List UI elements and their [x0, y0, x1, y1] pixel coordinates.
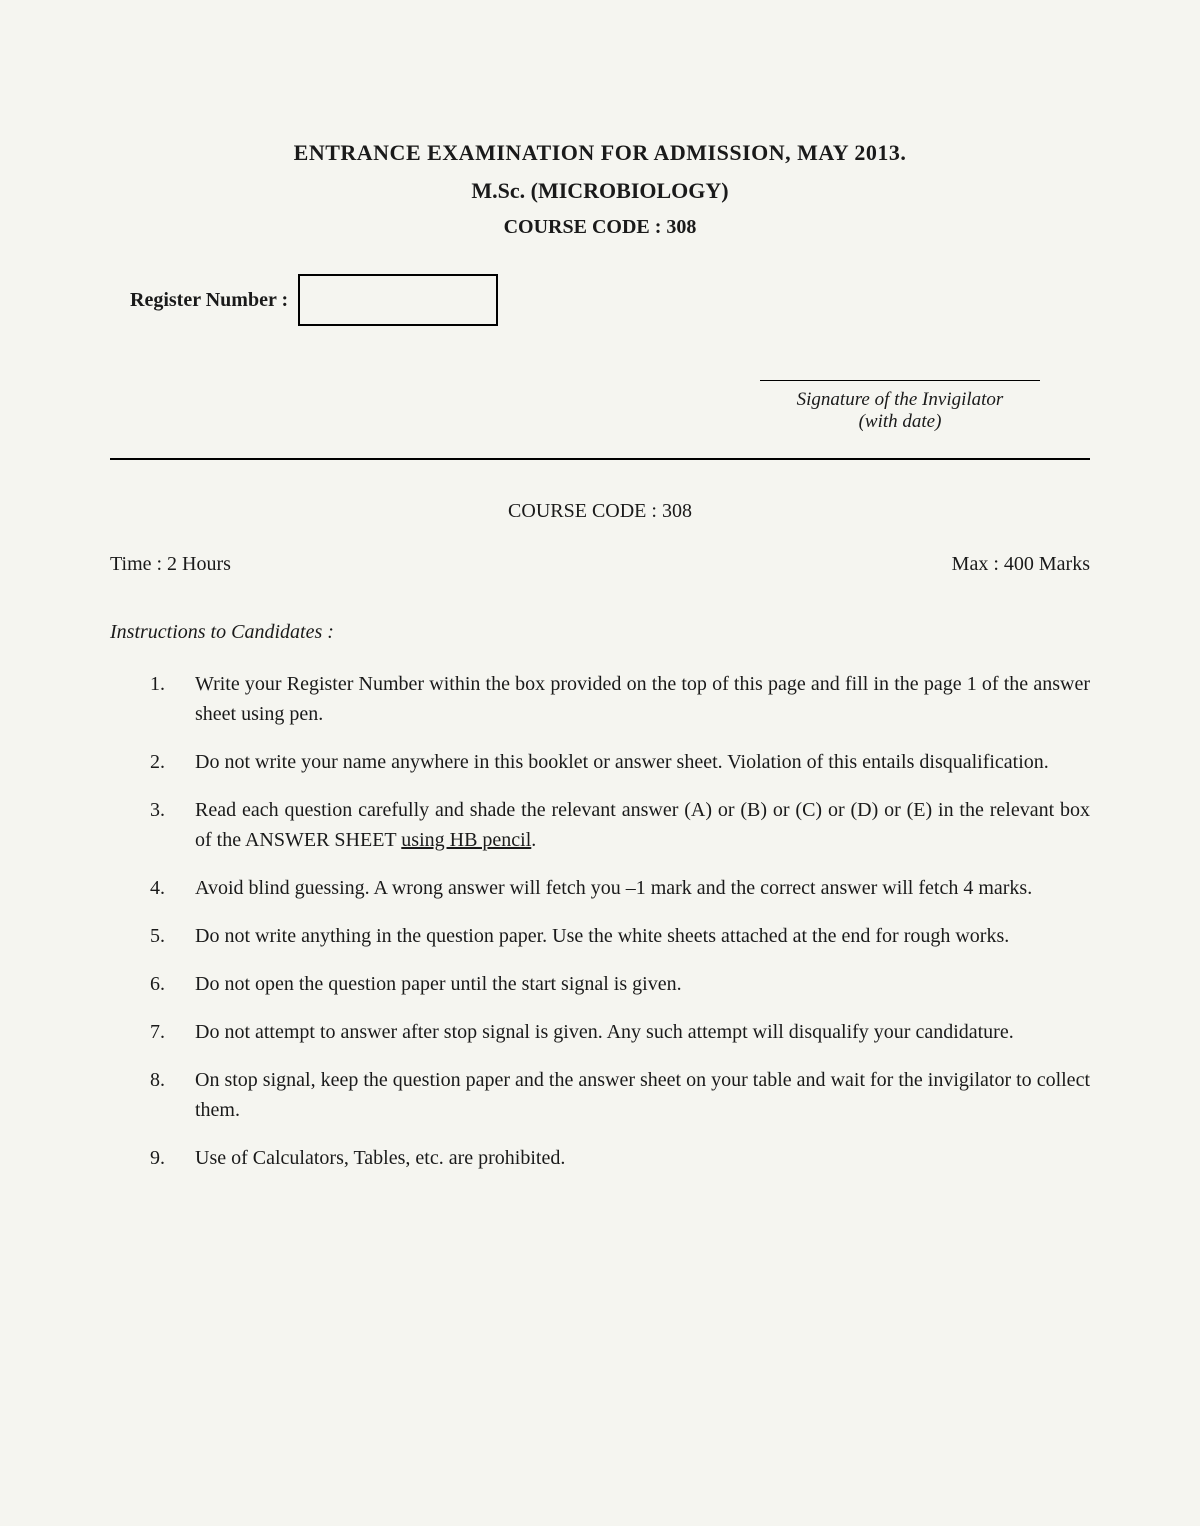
title-line-1: ENTRANCE EXAMINATION FOR ADMISSION, MAY … — [110, 140, 1090, 166]
course-code-middle: COURSE CODE : 308 — [110, 500, 1090, 523]
instruction-text: Do not write your name anywhere in this … — [195, 747, 1090, 777]
title-rest: EXAMINATION FOR ADMISSION, MAY 2013. — [421, 140, 906, 165]
title-line-2: M.Sc. (MICROBIOLOGY) — [110, 178, 1090, 204]
instruction-number: 1. — [150, 669, 195, 729]
signature-text-2: (with date) — [760, 411, 1040, 433]
instruction-number: 8. — [150, 1065, 195, 1125]
signature-area: Signature of the Invigilator (with date) — [110, 371, 1090, 433]
instruction-text-post: . — [531, 829, 536, 851]
instruction-text-underline: using HB pencil — [401, 829, 531, 851]
instruction-text: Write your Register Number within the bo… — [195, 669, 1090, 729]
instruction-number: 6. — [150, 969, 195, 999]
instruction-item: 2. Do not write your name anywhere in th… — [150, 747, 1090, 777]
instruction-text: Read each question carefully and shade t… — [195, 795, 1090, 855]
instruction-item: 4. Avoid blind guessing. A wrong answer … — [150, 873, 1090, 903]
instruction-item: 7. Do not attempt to answer after stop s… — [150, 1017, 1090, 1047]
instruction-item: 5. Do not write anything in the question… — [150, 921, 1090, 951]
register-row: Register Number : — [130, 274, 1090, 326]
exam-header: ENTRANCE EXAMINATION FOR ADMISSION, MAY … — [110, 140, 1090, 239]
instruction-number: 5. — [150, 921, 195, 951]
instruction-text: On stop signal, keep the question paper … — [195, 1065, 1090, 1125]
instruction-number: 9. — [150, 1143, 195, 1173]
instruction-item: 6. Do not open the question paper until … — [150, 969, 1090, 999]
register-number-box[interactable] — [298, 274, 498, 326]
signature-text-1: Signature of the Invigilator — [760, 389, 1040, 411]
title-line-3: COURSE CODE : 308 — [110, 216, 1090, 239]
instructions-header: Instructions to Candidates : — [110, 621, 1090, 644]
title-bold-word: ENTRANCE — [294, 140, 421, 165]
register-label: Register Number : — [130, 289, 288, 312]
instruction-text: Use of Calculators, Tables, etc. are pro… — [195, 1143, 1090, 1173]
instruction-number: 4. — [150, 873, 195, 903]
horizontal-divider — [110, 458, 1090, 460]
instruction-number: 3. — [150, 795, 195, 855]
instruction-number: 7. — [150, 1017, 195, 1047]
instruction-item: 9. Use of Calculators, Tables, etc. are … — [150, 1143, 1090, 1173]
time-max-row: Time : 2 Hours Max : 400 Marks — [110, 553, 1090, 576]
signature-line — [760, 380, 1040, 381]
instruction-item: 8. On stop signal, keep the question pap… — [150, 1065, 1090, 1125]
instruction-item: 1. Write your Register Number within the… — [150, 669, 1090, 729]
instruction-text: Do not attempt to answer after stop sign… — [195, 1017, 1090, 1047]
instruction-text: Do not open the question paper until the… — [195, 969, 1090, 999]
instruction-text-pre: Read each question carefully and shade t… — [195, 799, 1090, 851]
instruction-number: 2. — [150, 747, 195, 777]
instructions-list: 1. Write your Register Number within the… — [110, 669, 1090, 1173]
time-label: Time : 2 Hours — [110, 553, 231, 576]
instruction-text: Avoid blind guessing. A wrong answer wil… — [195, 873, 1090, 903]
max-marks-label: Max : 400 Marks — [952, 553, 1090, 576]
instruction-item: 3. Read each question carefully and shad… — [150, 795, 1090, 855]
instruction-text: Do not write anything in the question pa… — [195, 921, 1090, 951]
